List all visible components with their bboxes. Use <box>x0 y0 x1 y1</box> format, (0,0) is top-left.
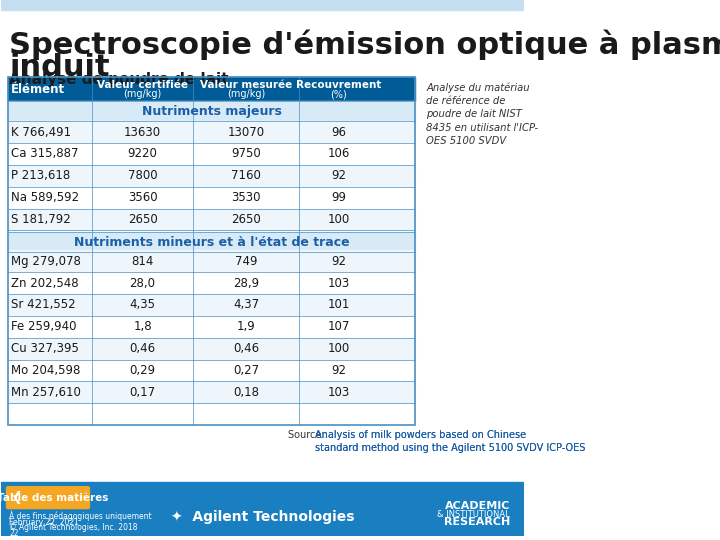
Text: 100: 100 <box>328 342 350 355</box>
Text: 4,37: 4,37 <box>233 299 259 312</box>
Text: Fe 259,940: Fe 259,940 <box>11 320 76 333</box>
Text: Nutriments majeurs: Nutriments majeurs <box>142 105 282 118</box>
Text: 28,9: 28,9 <box>233 276 259 289</box>
Text: Cu 327,395: Cu 327,395 <box>11 342 78 355</box>
Bar <box>8 208 415 231</box>
Text: 107: 107 <box>328 320 350 333</box>
Text: ACADEMIC: ACADEMIC <box>444 501 510 511</box>
Text: 22: 22 <box>9 529 19 538</box>
Text: Nutriments mineurs et à l'état de trace: Nutriments mineurs et à l'état de trace <box>74 236 349 249</box>
Text: 0,17: 0,17 <box>130 386 156 399</box>
Bar <box>1 0 524 10</box>
Text: 0,18: 0,18 <box>233 386 259 399</box>
Text: P 213,618: P 213,618 <box>11 170 70 183</box>
Text: Valeur certifiée: Valeur certifiée <box>97 80 188 90</box>
Text: © Agilent Technologies, Inc. 2018: © Agilent Technologies, Inc. 2018 <box>9 523 138 532</box>
Bar <box>1 482 524 536</box>
Text: 749: 749 <box>235 255 258 268</box>
Bar <box>8 121 415 143</box>
Text: 1,8: 1,8 <box>133 320 152 333</box>
Text: 101: 101 <box>328 299 350 312</box>
Bar <box>8 143 415 165</box>
Text: 2650: 2650 <box>231 213 261 226</box>
Text: 0,46: 0,46 <box>130 342 156 355</box>
Text: Analysis of milk powders based on Chinese
standard method using the Agilent 5100: Analysis of milk powders based on Chines… <box>315 430 585 453</box>
Text: 9220: 9220 <box>127 147 158 160</box>
Bar <box>8 187 415 208</box>
Bar <box>8 338 415 360</box>
Text: 103: 103 <box>328 386 350 399</box>
Text: 92: 92 <box>331 364 346 377</box>
Bar <box>8 316 415 338</box>
Text: Élément: Élément <box>11 83 65 96</box>
Text: Mg 279,078: Mg 279,078 <box>11 255 81 268</box>
Text: 100: 100 <box>328 213 350 226</box>
Text: February 22, 2021: February 22, 2021 <box>9 517 79 526</box>
Text: 0,46: 0,46 <box>233 342 259 355</box>
Text: (mg/kg): (mg/kg) <box>227 89 265 99</box>
Text: 4,35: 4,35 <box>130 299 156 312</box>
Bar <box>8 165 415 187</box>
Text: 3560: 3560 <box>127 191 158 204</box>
Text: Mo 204,598: Mo 204,598 <box>11 364 80 377</box>
Text: 0,29: 0,29 <box>130 364 156 377</box>
Text: S 181,792: S 181,792 <box>11 213 71 226</box>
Bar <box>8 360 415 381</box>
Text: 3530: 3530 <box>231 191 261 204</box>
Text: (%): (%) <box>330 89 347 99</box>
Bar <box>8 272 415 294</box>
Text: 1,9: 1,9 <box>237 320 256 333</box>
Text: ✦  Agilent Technologies: ✦ Agilent Technologies <box>171 510 354 523</box>
Text: 9750: 9750 <box>231 147 261 160</box>
Text: Sr 421,552: Sr 421,552 <box>11 299 76 312</box>
FancyBboxPatch shape <box>6 487 89 509</box>
Text: 99: 99 <box>331 191 346 204</box>
Text: Analyse du matériau
de référence de
poudre de lait NIST
8435 en utilisant l'ICP-: Analyse du matériau de référence de poud… <box>426 83 539 146</box>
Text: 92: 92 <box>331 170 346 183</box>
Text: Recouvrement: Recouvrement <box>296 80 382 90</box>
Text: 103: 103 <box>328 276 350 289</box>
Text: 96: 96 <box>331 126 346 139</box>
Text: K 766,491: K 766,491 <box>11 126 71 139</box>
Text: Zn 202,548: Zn 202,548 <box>11 276 78 289</box>
Text: Analysis of milk powders based on Chinese
standard method using the Agilent 5100: Analysis of milk powders based on Chines… <box>315 430 585 453</box>
Text: Source :: Source : <box>288 430 331 440</box>
Text: Mn 257,610: Mn 257,610 <box>11 386 81 399</box>
Bar <box>8 251 415 272</box>
Text: 7160: 7160 <box>231 170 261 183</box>
Bar <box>8 232 415 252</box>
Bar <box>8 77 415 425</box>
Text: & INSTITUTIONAL: & INSTITUTIONAL <box>437 510 510 518</box>
Bar <box>8 102 415 121</box>
Text: 92: 92 <box>331 255 346 268</box>
Text: RESEARCH: RESEARCH <box>444 517 510 526</box>
Text: (mg/kg): (mg/kg) <box>123 89 162 99</box>
Text: Na 589,592: Na 589,592 <box>11 191 79 204</box>
Text: Analyse de poudre de lait: Analyse de poudre de lait <box>9 71 229 86</box>
Text: Ca 315,887: Ca 315,887 <box>11 147 78 160</box>
Bar <box>8 77 415 102</box>
Text: 814: 814 <box>131 255 153 268</box>
Text: induit: induit <box>9 52 110 82</box>
Text: 13070: 13070 <box>228 126 265 139</box>
Text: ❮: ❮ <box>11 491 22 504</box>
Text: 106: 106 <box>328 147 350 160</box>
Bar <box>8 381 415 403</box>
Text: Valeur mesurée: Valeur mesurée <box>200 80 292 90</box>
Text: 28,0: 28,0 <box>130 276 156 289</box>
Text: 7800: 7800 <box>127 170 158 183</box>
Text: Table des matières: Table des matières <box>0 492 108 503</box>
Text: 2650: 2650 <box>127 213 158 226</box>
Bar <box>8 294 415 316</box>
Text: 13630: 13630 <box>124 126 161 139</box>
Text: À des fins pédagogiques uniquement: À des fins pédagogiques uniquement <box>9 510 152 521</box>
Text: Spectroscopie d'émission optique à plasma: Spectroscopie d'émission optique à plasm… <box>9 30 720 60</box>
Text: 0,27: 0,27 <box>233 364 259 377</box>
